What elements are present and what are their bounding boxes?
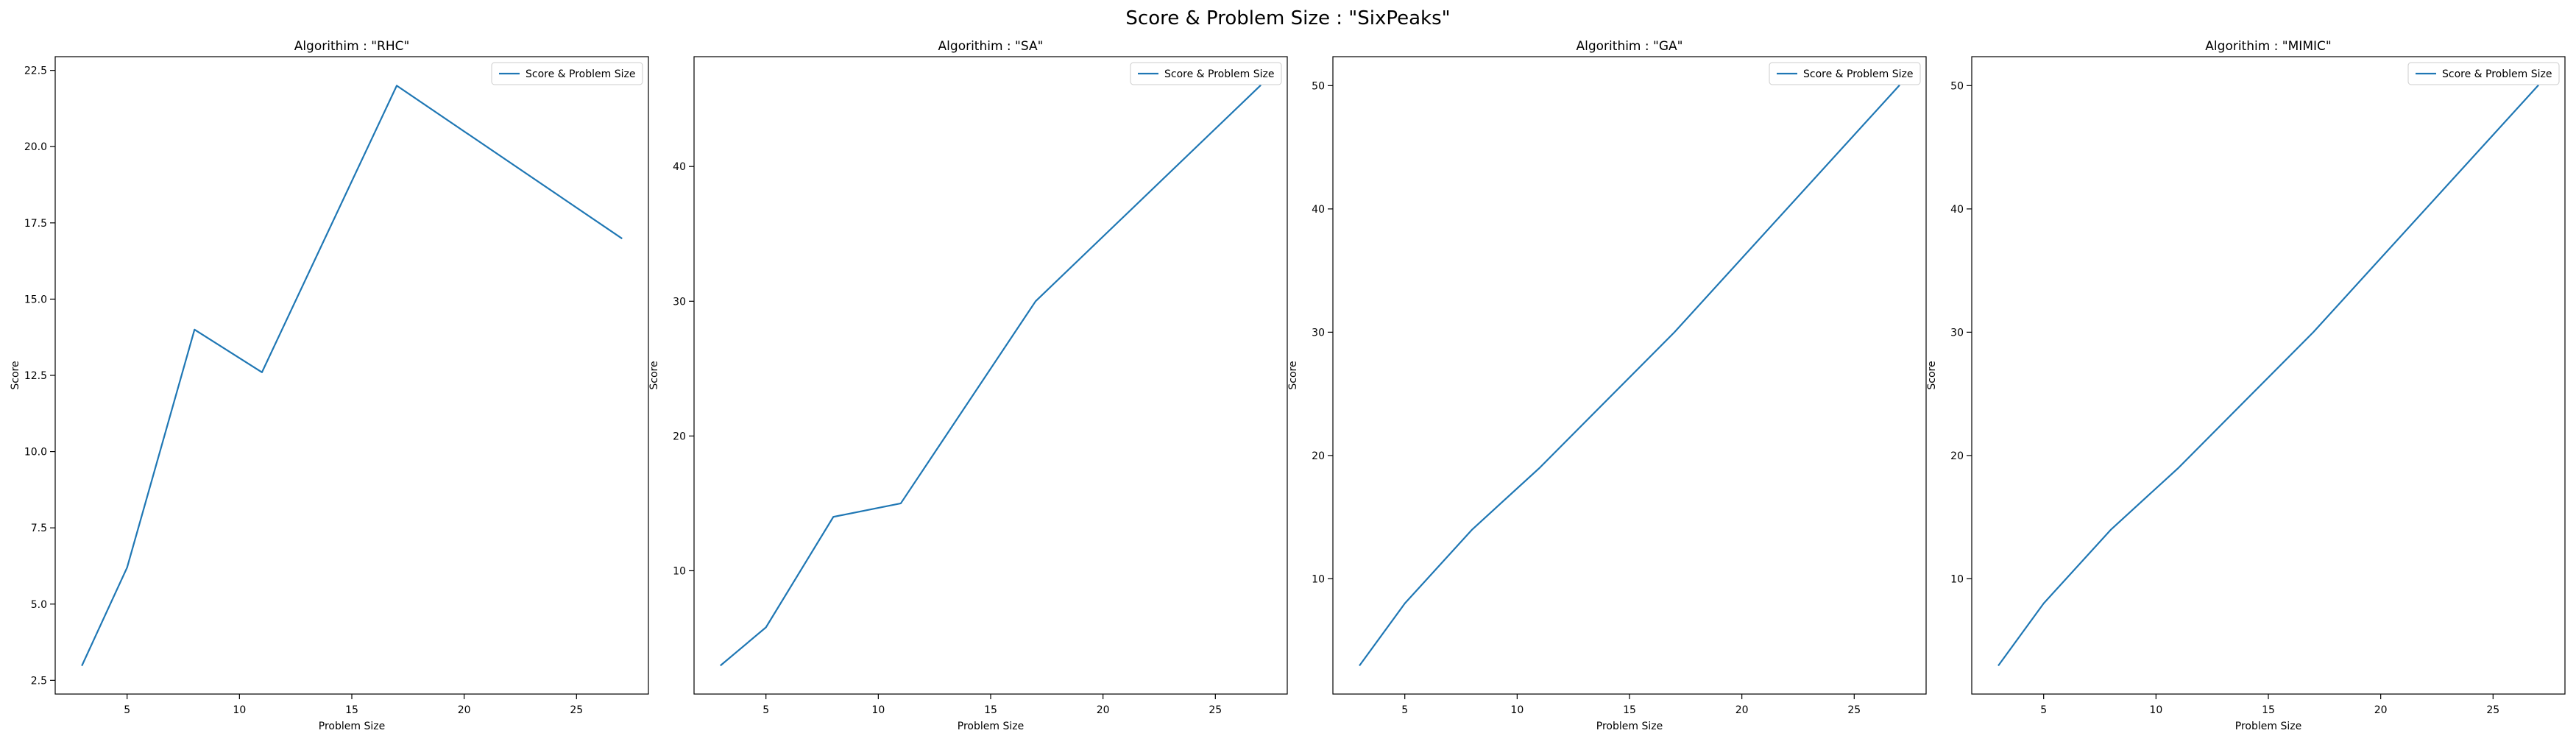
y-tick-label: 10 (673, 565, 686, 577)
y-tick-label: 20.0 (24, 141, 47, 153)
y-axis-label: Score (1287, 361, 1299, 389)
x-tick-label: 20 (458, 704, 471, 716)
y-tick-label: 40 (1950, 204, 1964, 216)
x-tick-label: 5 (762, 704, 769, 716)
x-tick-label: 5 (1401, 704, 1408, 716)
y-tick-label: 15.0 (24, 294, 47, 305)
legend-label: Score & Problem Size (1164, 68, 1274, 80)
series-line (81, 85, 623, 667)
y-tick-label: 5.0 (31, 599, 47, 611)
legend: Score & Problem Size (1130, 62, 1282, 85)
y-tick-label: 30 (673, 296, 686, 308)
x-tick-label: 25 (570, 704, 583, 716)
x-tick-label: 10 (2149, 704, 2162, 716)
x-tick-label: 25 (1209, 704, 1222, 716)
y-tick-label: 17.5 (24, 218, 47, 230)
x-tick-label: 10 (233, 704, 246, 716)
y-tick-label: 30 (1312, 327, 1325, 339)
y-axis-label: Score (1926, 361, 1938, 389)
x-tick-label: 15 (984, 704, 997, 716)
axes-frame (54, 56, 649, 695)
y-tick-label: 20 (1950, 450, 1964, 462)
x-tick-label: 20 (1735, 704, 1749, 716)
x-axis-label: Problem Size (958, 721, 1024, 732)
axes-frame (1332, 56, 1927, 695)
legend-label: Score & Problem Size (2442, 68, 2552, 80)
x-tick-label: 20 (2374, 704, 2388, 716)
subplot-4: 5 10 15 20 25 10 20 30 40 50 Algorithim : "MIMIC" P… (1926, 39, 2566, 732)
y-tick-label: 10 (1312, 573, 1325, 585)
axes-frame (693, 56, 1288, 695)
figure-title: Score & Problem Size : "SixPeaks" (1125, 7, 1451, 29)
subplot-3: 5 10 15 20 25 10 20 30 40 50 Algorithim : "GA" Prob… (1287, 39, 1927, 732)
x-tick-label: 20 (1097, 704, 1110, 716)
x-axis-label: Problem Size (2235, 721, 2301, 732)
subplot-title: Algorithim : "GA" (1577, 39, 1683, 54)
x-tick-label: 10 (871, 704, 885, 716)
legend-box (491, 62, 643, 85)
y-tick-label: 2.5 (31, 675, 47, 687)
y-axis-label: Score (648, 361, 660, 389)
y-tick-label: 10 (1950, 573, 1964, 585)
x-tick-label: 10 (1510, 704, 1524, 716)
legend-label: Score & Problem Size (526, 68, 635, 80)
y-tick-label: 10.0 (24, 447, 47, 459)
y-tick-label: 20 (673, 431, 686, 442)
legend: Score & Problem Size (491, 62, 643, 85)
subplot-title: Algorithim : "RHC" (294, 39, 410, 54)
legend: Score & Problem Size (1769, 62, 1921, 85)
x-axis-label: Problem Size (319, 721, 385, 732)
x-tick-label: 15 (345, 704, 358, 716)
subplot-1: 5 10 15 20 25 2.5 5.0 7.5 10.0 12.5 15.0 17.5 20.0 22… (10, 39, 649, 732)
y-tick-label: 22.5 (24, 66, 47, 77)
x-axis-label: Problem Size (1596, 721, 1663, 732)
subplot-title: Algorithim : "SA" (938, 39, 1044, 54)
legend-label: Score & Problem Size (1803, 68, 1913, 80)
subplot-title: Algorithim : "MIMIC" (2205, 39, 2331, 54)
legend-box (2407, 62, 2560, 85)
y-tick-label: 50 (1312, 80, 1325, 92)
x-tick-label: 25 (2486, 704, 2499, 716)
y-tick-label: 12.5 (24, 370, 47, 382)
y-tick-label: 30 (1950, 327, 1964, 339)
y-tick-label: 20 (1312, 450, 1325, 462)
x-tick-label: 5 (2040, 704, 2047, 716)
legend-box (1130, 62, 1282, 85)
x-tick-label: 25 (1847, 704, 1861, 716)
x-tick-label: 5 (124, 704, 130, 716)
legend: Score & Problem Size (2407, 62, 2560, 85)
y-tick-label: 40 (1312, 204, 1325, 216)
y-tick-label: 50 (1950, 80, 1964, 92)
x-tick-label: 15 (1623, 704, 1636, 716)
y-axis-label: Score (10, 361, 21, 389)
x-tick-label: 15 (2262, 704, 2275, 716)
axes-frame (1971, 56, 2566, 695)
series-line (720, 84, 1262, 667)
series-line (1998, 84, 2539, 667)
y-tick-label: 7.5 (31, 523, 47, 534)
series-line (1359, 84, 1900, 667)
y-tick-label: 40 (673, 161, 686, 173)
subplot-2: 5 10 15 20 25 10 20 30 40 Algorithim : "SA" Proble… (648, 39, 1288, 732)
legend-box (1769, 62, 1921, 85)
